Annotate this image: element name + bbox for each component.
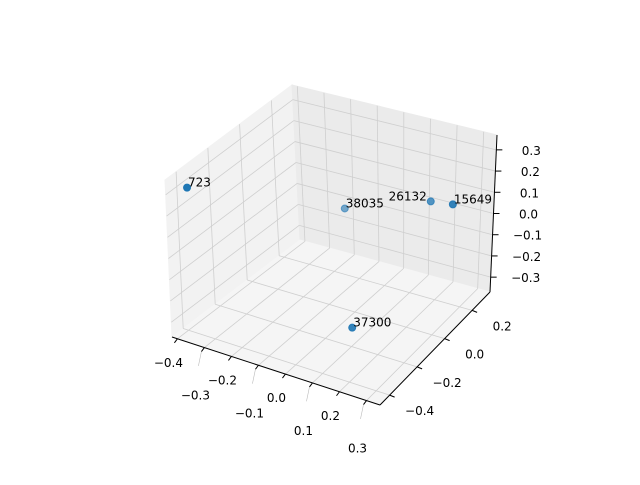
- y-tick-mark: [390, 395, 395, 397]
- point-label-37300: 37300: [353, 316, 391, 330]
- z-tick-label: −0.3: [511, 271, 540, 285]
- x-tick-mark: [363, 401, 366, 405]
- x-tick-mark: [255, 365, 258, 369]
- x-tick-leader: [360, 405, 363, 419]
- x-tick-label: −0.4: [154, 356, 183, 370]
- x-tick-label: −0.2: [208, 373, 237, 387]
- x-tick-leader: [252, 369, 255, 383]
- x-tick-mark: [228, 356, 231, 360]
- x-tick-mark: [336, 392, 339, 396]
- x-tick-label: 0.1: [294, 424, 313, 438]
- point-label-723: 723: [188, 176, 211, 190]
- x-tick-mark: [309, 383, 312, 387]
- z-tick-label: −0.1: [513, 229, 542, 243]
- x-tick-label: 0.0: [267, 391, 286, 405]
- y-tick-label: −0.4: [405, 404, 434, 418]
- x-tick-label: 0.3: [348, 442, 367, 456]
- z-tick-label: 0.1: [520, 186, 539, 200]
- x-tick-mark: [201, 348, 204, 352]
- y-tick-mark: [445, 339, 450, 341]
- y-tick-label: −0.2: [433, 376, 462, 390]
- z-tick-label: 0.0: [519, 208, 538, 222]
- y-tick-mark: [417, 367, 422, 369]
- y-tick-label: 0.2: [493, 319, 512, 333]
- x-tick-mark: [174, 339, 177, 343]
- point-label-26132: 26132: [389, 189, 427, 203]
- x-tick-label: 0.2: [321, 409, 340, 423]
- z-tick-label: 0.3: [522, 144, 541, 158]
- point-label-15649: 15649: [454, 192, 492, 206]
- y-tick-label: 0.0: [465, 348, 484, 362]
- z-tick-label: −0.2: [512, 250, 541, 264]
- x-tick-leader: [198, 352, 201, 366]
- x-tick-mark: [282, 374, 285, 378]
- z-tick-label: 0.2: [521, 165, 540, 179]
- data-point-26132: [427, 198, 434, 205]
- point-label-38035: 38035: [346, 196, 384, 210]
- x-tick-label: −0.3: [181, 389, 210, 403]
- x-tick-label: −0.1: [235, 406, 264, 420]
- x-tick-leader: [306, 387, 309, 401]
- y-tick-mark: [472, 310, 477, 312]
